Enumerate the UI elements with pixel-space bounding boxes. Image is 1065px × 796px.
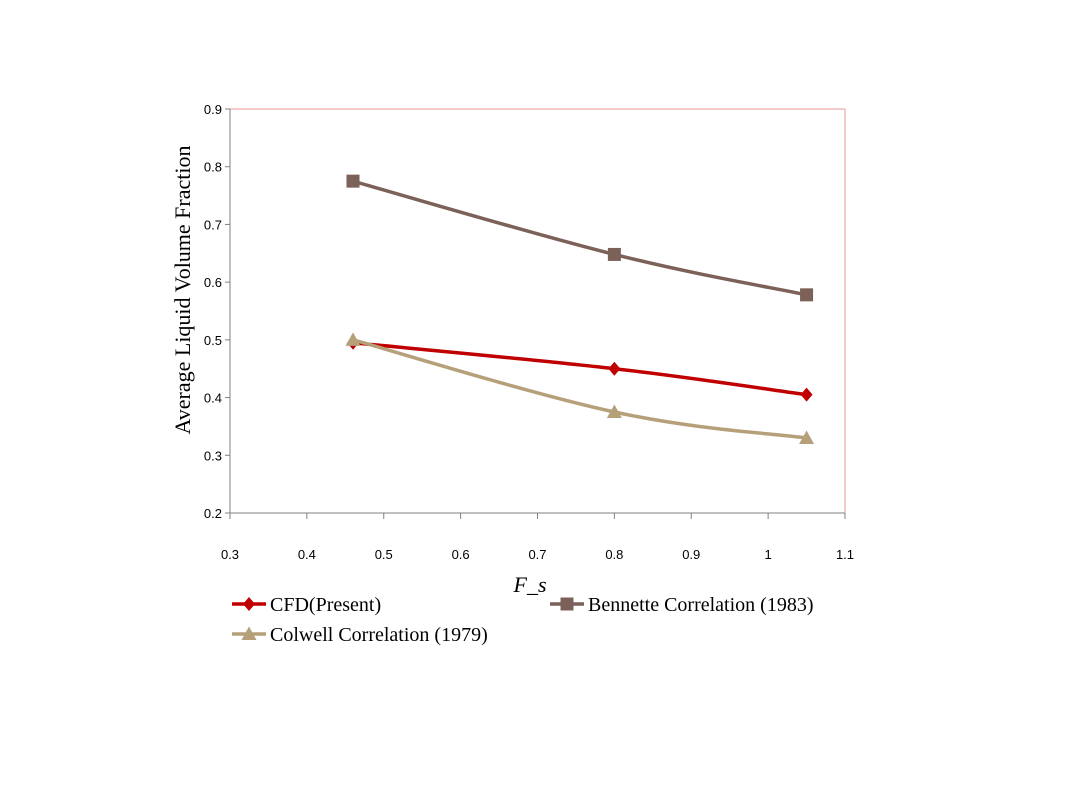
plot-frame: [229, 108, 846, 514]
x-axis-title: F_s: [513, 572, 547, 597]
legend-label: Colwell Correlation (1979): [270, 624, 488, 646]
series-layer: [345, 174, 815, 444]
data-point: [345, 332, 361, 346]
y-tick-label: 0.5: [204, 333, 222, 348]
y-tick-label: 0.2: [204, 506, 222, 521]
y-tick-label: 0.3: [204, 448, 222, 463]
legend-item: Colwell Correlation (1979): [232, 624, 488, 646]
data-point: [799, 430, 815, 444]
y-axis-title: Average Liquid Volume Fraction: [170, 146, 195, 435]
data-point: [346, 174, 360, 188]
data-point: [607, 247, 621, 261]
data-point: [800, 387, 813, 402]
series-square: [346, 174, 814, 302]
x-tick-label: 0.7: [528, 547, 546, 562]
y-axis: 0.2 0.3 0.4 0.5 0.6 0.7 0.8 0.9: [204, 102, 230, 521]
series-line: [351, 338, 809, 440]
data-point: [606, 404, 622, 418]
data-point: [800, 288, 814, 302]
x-tick-label: 0.6: [452, 547, 470, 562]
legend-item: Bennette Correlation (1983): [550, 594, 814, 616]
x-tick-label: 1.1: [836, 547, 854, 562]
y-tick-label: 0.7: [204, 217, 222, 232]
data-point: [608, 361, 621, 376]
legend-item: CFD(Present): [232, 594, 381, 616]
legend-marker: [560, 597, 574, 611]
x-tick-label: 0.9: [682, 547, 700, 562]
legend-label: Bennette Correlation (1983): [588, 594, 814, 616]
y-tick-label: 0.4: [204, 391, 222, 406]
legend-label: CFD(Present): [270, 594, 381, 616]
series-triangle: [345, 332, 815, 444]
series-line: [351, 340, 809, 397]
x-tick-label: 0.4: [298, 547, 316, 562]
series-line: [351, 179, 809, 297]
x-axis: 0.3 0.4 0.5 0.6 0.7 0.8 0.9 1 1.1: [221, 513, 854, 562]
legend: CFD(Present) Bennette Correlation (1983) C…: [232, 594, 814, 646]
y-tick-label: 0.8: [204, 160, 222, 175]
x-tick-label: 0.5: [375, 547, 393, 562]
legend-marker: [243, 597, 255, 611]
x-tick-label: 0.8: [605, 547, 623, 562]
y-tick-label: 0.6: [204, 275, 222, 290]
x-tick-label: 1: [765, 547, 772, 562]
x-tick-label: 0.3: [221, 547, 239, 562]
y-tick-label: 0.9: [204, 102, 222, 117]
series-diamond: [347, 335, 813, 402]
legend-marker: [241, 626, 257, 640]
